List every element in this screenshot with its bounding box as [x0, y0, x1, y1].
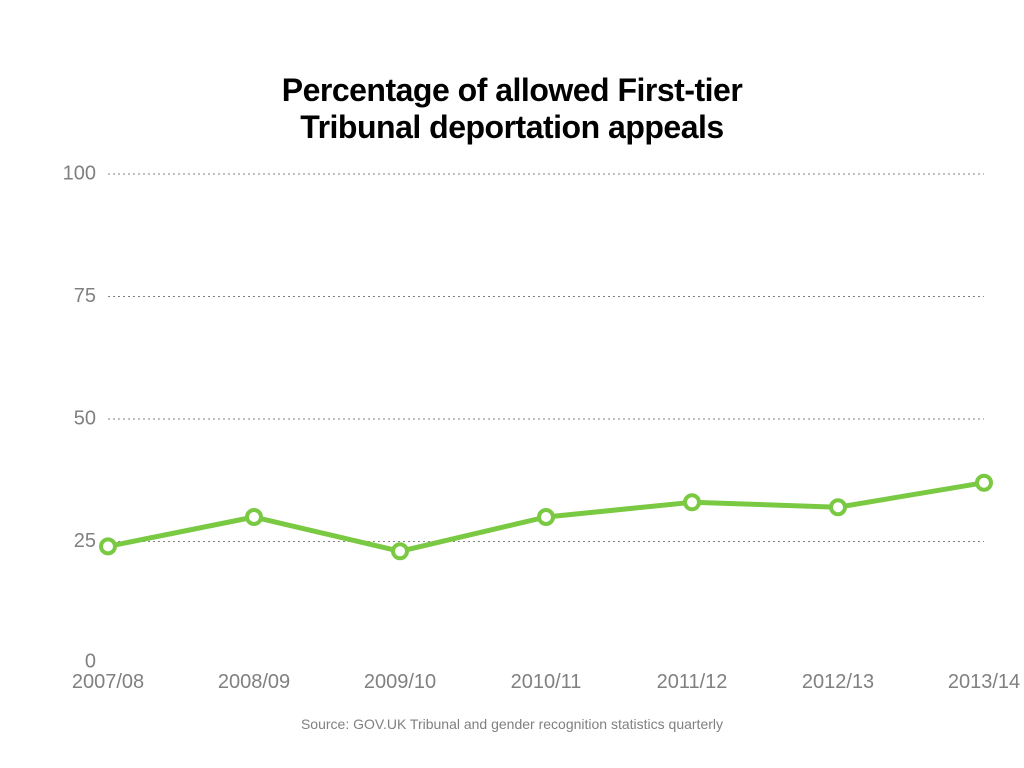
- data-marker: [247, 510, 261, 524]
- x-tick-label: 2012/13: [802, 671, 874, 693]
- y-axis-labels: 0 25 50 75 100: [63, 162, 96, 672]
- y-tick-label: 100: [63, 162, 96, 184]
- data-marker: [393, 544, 407, 558]
- x-axis-labels: 2007/08 2008/09 2009/10 2010/11 2011/12 2012/…: [72, 671, 1020, 693]
- data-marker: [685, 495, 699, 509]
- x-tick-label: 2007/08: [72, 671, 144, 693]
- x-tick-label: 2010/11: [511, 671, 582, 693]
- y-tick-label: 0: [85, 650, 96, 672]
- source-note: Source: GOV.UK Tribunal and gender recog…: [0, 716, 1024, 732]
- x-tick-label: 2008/09: [218, 671, 290, 693]
- x-tick-label: 2013/14: [948, 671, 1020, 693]
- data-marker: [977, 476, 991, 490]
- y-tick-label: 25: [74, 530, 96, 552]
- y-tick-label: 75: [74, 285, 96, 307]
- line-chart-svg: 0255075100 2007/082008/092009/102010/112…: [0, 0, 1024, 768]
- chart-container: Percentage of allowed First-tier Tribuna…: [0, 0, 1024, 768]
- x-tick-label: 2009/10: [364, 671, 436, 693]
- data-markers: [101, 476, 991, 559]
- x-tick-label: 2011/12: [657, 671, 728, 693]
- data-marker: [831, 500, 845, 514]
- data-marker: [539, 510, 553, 524]
- source-note-text: Source: GOV.UK Tribunal and gender recog…: [301, 716, 723, 732]
- y-tick-label: 50: [74, 407, 96, 429]
- gridlines: [108, 174, 984, 542]
- data-marker: [101, 539, 115, 553]
